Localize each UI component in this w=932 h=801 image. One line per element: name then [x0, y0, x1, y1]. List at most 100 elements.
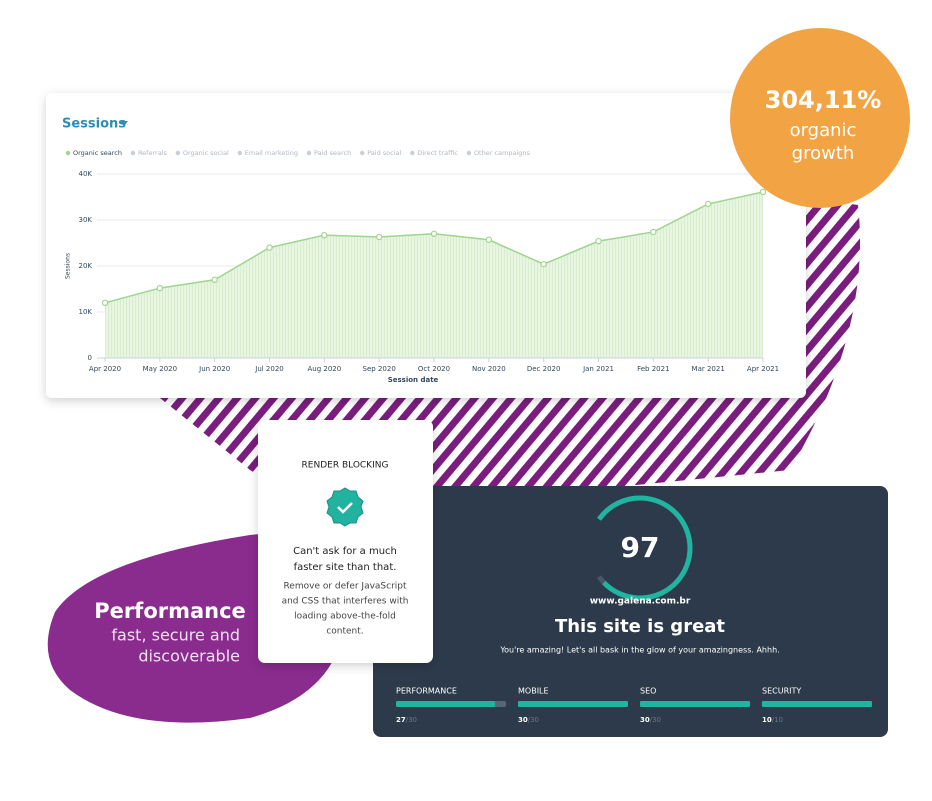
- render-body: and CSS that interferes with: [282, 597, 409, 607]
- metric-score: 10/10: [762, 716, 783, 724]
- legend-marker: [410, 150, 415, 156]
- score-title: This site is great: [555, 616, 725, 637]
- x-tick-label: Nov 2020: [472, 365, 506, 373]
- area: [105, 191, 763, 358]
- site-url: www.galena.com.br: [590, 597, 691, 607]
- point: [101, 299, 109, 306]
- badge-text: organic: [790, 120, 857, 141]
- point: [156, 284, 164, 292]
- legend-label: Organic social: [183, 149, 229, 157]
- x-tick-label: Jul 2020: [254, 365, 284, 373]
- y-tick-label: 0: [88, 354, 92, 362]
- render-card: [258, 420, 433, 663]
- point: [650, 228, 657, 236]
- metric-value: 30: [640, 716, 650, 724]
- metric-bar: [396, 701, 495, 707]
- x-tick-label: Jan 2021: [582, 365, 614, 373]
- dropdown-arrow[interactable]: [120, 121, 128, 126]
- x-tick-label: Apr 2020: [89, 365, 121, 373]
- score-value: 97: [621, 531, 660, 564]
- y-tick-label: 30K: [79, 216, 93, 224]
- metric-value: 30: [518, 716, 528, 724]
- render-headline: faster site than that.: [294, 562, 397, 573]
- metric-bar: [762, 701, 872, 707]
- x-tick-label: Oct 2020: [418, 365, 450, 373]
- point: [321, 231, 328, 239]
- legend-label: Paid social: [367, 149, 401, 157]
- metrics: PERFORMANCE 27/30 MOBILE 30/30 SEO 30/30 SECUR…: [396, 687, 872, 724]
- legend-marker: [306, 150, 312, 156]
- x-tick-label: Apr 2021: [747, 365, 779, 373]
- point: [759, 188, 767, 196]
- metric-max: /30: [528, 716, 539, 724]
- metric-score: 30/30: [640, 716, 661, 724]
- performance-line: fast, secure and: [111, 626, 240, 645]
- x-tick-label: May 2020: [143, 365, 178, 373]
- x-tick-label: Sep 2020: [363, 365, 396, 373]
- point: [430, 230, 438, 237]
- metric-max: /30: [406, 716, 417, 724]
- metric-name: MOBILE: [518, 687, 549, 696]
- x-tick-label: Dec 2020: [527, 365, 561, 373]
- render-title: RENDER BLOCKING: [302, 461, 389, 471]
- x-tick-label: Mar 2021: [692, 365, 725, 373]
- point: [540, 260, 547, 268]
- metric-score: 30/30: [518, 716, 539, 724]
- x-tick-label: Feb 2021: [637, 365, 669, 373]
- render-headline: Can't ask for a much: [293, 546, 397, 557]
- metric-bar: [518, 701, 628, 707]
- score-card: [373, 486, 888, 737]
- chart-title[interactable]: Sessions: [62, 117, 126, 132]
- legend-label: Paid search: [314, 149, 351, 157]
- point: [704, 200, 712, 208]
- legend-marker: [65, 150, 71, 156]
- metric-value: 27: [396, 716, 406, 724]
- legend-label: Referrals: [138, 149, 168, 157]
- badge-text: growth: [792, 143, 855, 164]
- point: [211, 276, 218, 283]
- metric-max: /10: [772, 716, 783, 724]
- y-axis-label: Sessions: [65, 253, 72, 279]
- legend-marker: [175, 150, 181, 156]
- metric-name: PERFORMANCE: [396, 687, 457, 696]
- metric-bar: [640, 701, 750, 707]
- metric-name: SECURITY: [762, 687, 801, 696]
- metric-name: SEO: [640, 687, 656, 696]
- metric-score: 27/30: [396, 716, 417, 724]
- y-tick-label: 40K: [79, 170, 93, 178]
- point: [595, 237, 602, 245]
- legend-marker: [466, 150, 472, 156]
- legend-label: Organic search: [73, 149, 122, 157]
- legend-marker: [130, 150, 136, 156]
- point: [375, 233, 383, 241]
- chart: 0 10K 20K 30K 40K Apr 2020 May 2020 Jun 2020 Jul…: [65, 149, 779, 373]
- y-tick-label: 20K: [79, 262, 93, 270]
- legend-label: Other campaigns: [474, 149, 531, 157]
- legend-marker: [237, 150, 242, 156]
- point: [485, 236, 493, 243]
- render-body: Remove or defer JavaScript: [283, 582, 407, 592]
- gauge-arc: [596, 495, 693, 601]
- check-badge: [326, 487, 364, 527]
- legend-marker: [359, 150, 365, 156]
- metric-max: /30: [650, 716, 661, 724]
- check-icon: [337, 502, 353, 514]
- x-tick-label: Jun 2020: [198, 365, 230, 373]
- metric-value: 10: [762, 716, 772, 724]
- legend-label: Direct traffic: [417, 149, 458, 157]
- render-body: content.: [326, 627, 363, 637]
- growth-badge: [730, 28, 910, 208]
- y-tick-label: 10K: [79, 308, 93, 316]
- legend-label: Email marketing: [245, 149, 298, 157]
- x-axis-label: Session date: [388, 376, 439, 384]
- performance-title: Performance: [94, 599, 246, 623]
- x-tick-label: Aug 2020: [307, 365, 341, 373]
- render-text: Can't ask for a much faster site than tha…: [282, 546, 409, 637]
- render-body: loading above-the-fold: [294, 612, 396, 622]
- badge-value: 304,11%: [765, 86, 882, 114]
- performance-line: discoverable: [138, 647, 240, 666]
- point: [266, 244, 273, 251]
- score-subtitle: You're amazing! Let's all bask in the gl…: [499, 646, 779, 655]
- score-gauge: [596, 495, 693, 601]
